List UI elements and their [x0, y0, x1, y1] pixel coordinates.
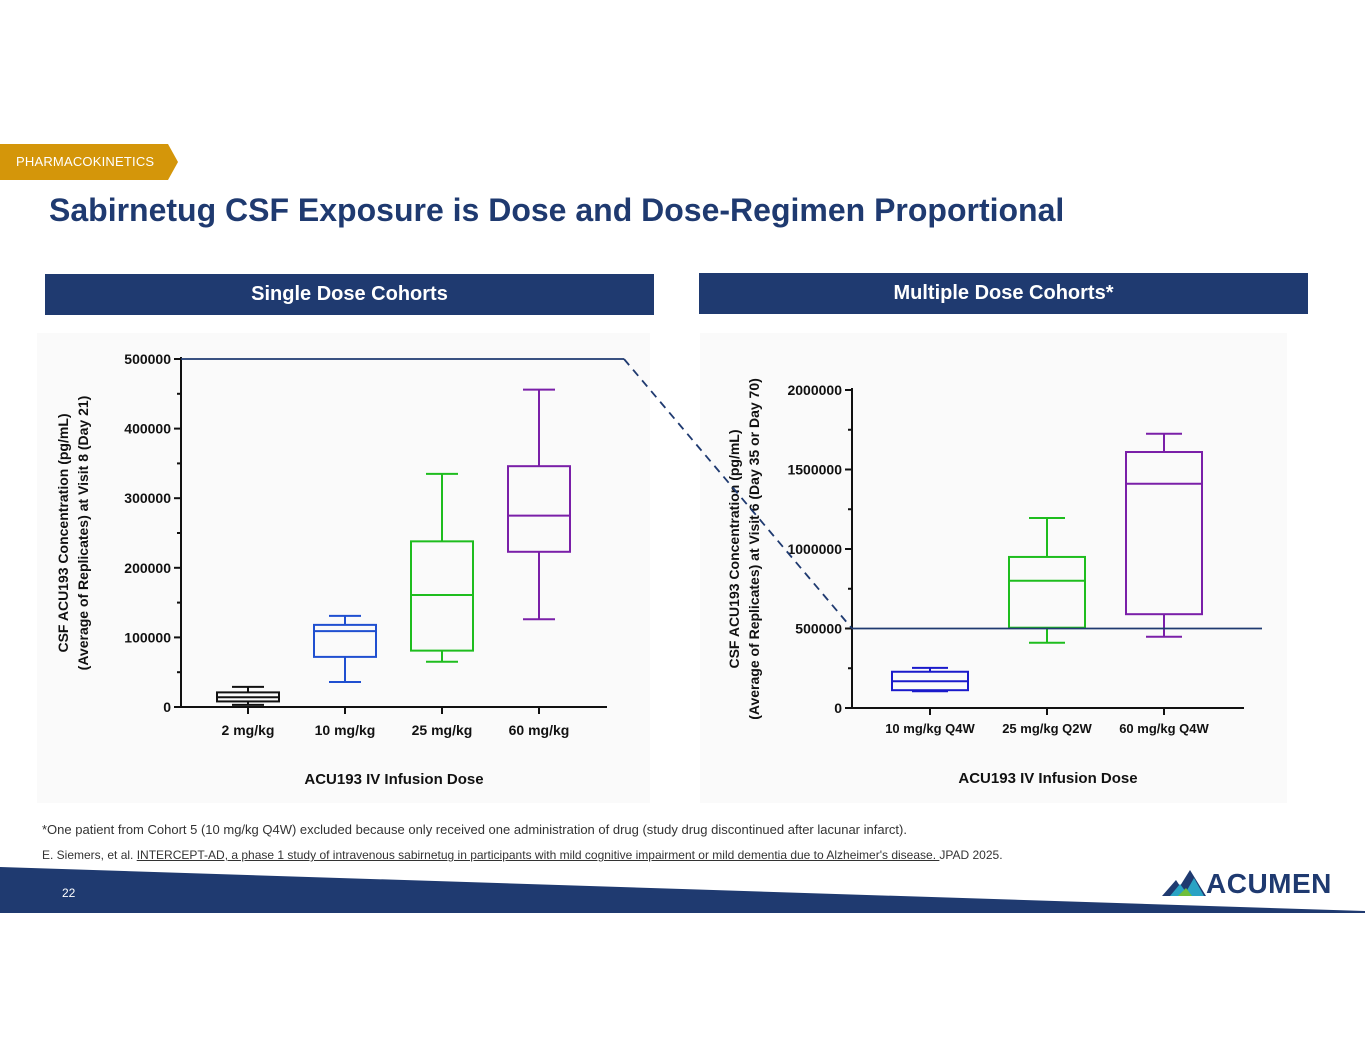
citation-suffix: JPAD 2025. — [939, 848, 1003, 862]
y-axis-title-line-2: (Average of Replicates) at Visit 8 (Day … — [75, 396, 91, 671]
section-tag-label: PHARMACOKINETICS — [16, 154, 155, 169]
dashed-connector-line — [623, 358, 853, 630]
box-2 — [313, 614, 377, 683]
footer-band-shape — [0, 867, 1365, 913]
tag-arrow-shape — [0, 144, 178, 180]
box-4 — [507, 388, 571, 621]
page-number: 22 — [62, 886, 76, 900]
acumen-logo: ACUMEN — [1160, 866, 1340, 900]
y-axis-title-line-1: CSF ACU193 Concentration (pg/mL) — [55, 413, 71, 652]
page-title: Sabirnetug CSF Exposure is Dose and Dose… — [49, 192, 1065, 228]
logo-mountain-icon — [1162, 870, 1206, 896]
citation: E. Siemers, et al. INTERCEPT-AD, a phase… — [42, 848, 1003, 862]
x-tick-label: 10 mg/kg Q4W — [885, 721, 975, 736]
box-2 — [1008, 516, 1086, 644]
y-tick-label: 0 — [163, 699, 171, 715]
citation-link[interactable]: INTERCEPT-AD, a phase 1 study of intrave… — [136, 848, 940, 862]
footer-band — [0, 867, 1365, 913]
iqr-box — [313, 623, 377, 658]
left-panel-header: Single Dose Cohorts — [45, 274, 654, 315]
x-tick-label: 60 mg/kg — [509, 722, 570, 738]
right-chart-background — [700, 333, 1287, 803]
box-1 — [216, 685, 280, 706]
x-axis-title: ACU193 IV Infusion Dose — [304, 771, 483, 788]
x-axis-title: ACU193 IV Infusion Dose — [958, 770, 1137, 787]
x-tick-label: 25 mg/kg — [412, 722, 473, 738]
single-dose-chart: 0 100000 200000 300000 400000 500000 2 mg/kg 10… — [55, 351, 607, 788]
y-tick-label: 1000000 — [787, 541, 842, 557]
y-axis-title-line-2: (Average of Replicates) at Visit 6 (Day … — [746, 378, 762, 720]
citation-prefix: E. Siemers, et al. — [42, 848, 137, 862]
y-tick-label: 400000 — [124, 421, 171, 437]
iqr-box — [410, 540, 474, 652]
chart-connector — [181, 358, 1262, 630]
x-tick-label: 2 mg/kg — [222, 722, 275, 738]
y-tick-label: 200000 — [124, 560, 171, 576]
x-tick-label: 10 mg/kg — [315, 722, 376, 738]
box-1 — [891, 666, 969, 693]
iqr-box — [1008, 555, 1086, 629]
y-tick-label: 0 — [834, 700, 842, 716]
iqr-box — [1125, 451, 1203, 616]
y-tick-label: 300000 — [124, 490, 171, 506]
box-3 — [1125, 432, 1203, 638]
section-tag: PHARMACOKINETICS — [0, 144, 178, 180]
y-tick-label: 500000 — [795, 621, 842, 637]
y-tick-label: 1500000 — [787, 462, 842, 478]
multiple-dose-chart: 0 500000 1000000 1500000 2000000 10 mg/kg Q4W… — [726, 378, 1244, 787]
y-tick-label: 100000 — [124, 629, 171, 645]
y-tick-label: 2000000 — [787, 382, 842, 398]
right-panel-header: Multiple Dose Cohorts* — [699, 273, 1308, 314]
y-axis-title-line-1: CSF ACU193 Concentration (pg/mL) — [726, 429, 742, 668]
left-chart-background — [37, 333, 650, 803]
x-tick-label: 60 mg/kg Q4W — [1119, 721, 1209, 736]
y-tick-label: 500000 — [124, 351, 171, 367]
footnote: *One patient from Cohort 5 (10 mg/kg Q4W… — [42, 822, 907, 837]
logo-text: ACUMEN — [1206, 868, 1332, 899]
x-tick-label: 25 mg/kg Q2W — [1002, 721, 1092, 736]
iqr-box — [507, 465, 571, 553]
box-3 — [410, 472, 474, 663]
